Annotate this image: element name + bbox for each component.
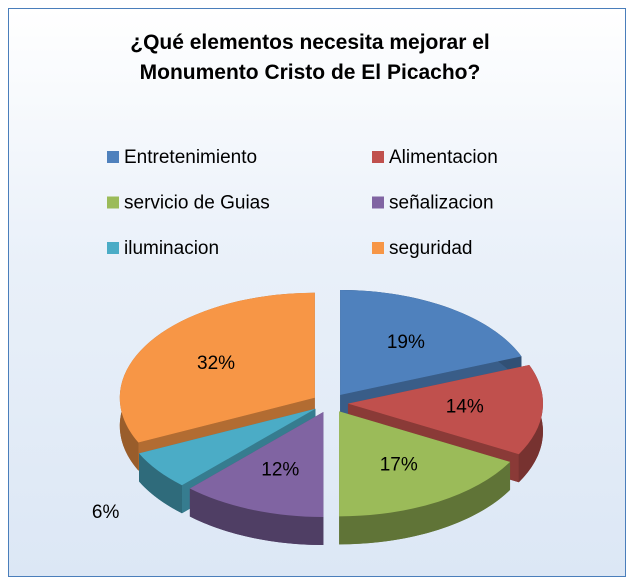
- chart-title: ¿Qué elementos necesita mejorar el Monum…: [130, 31, 490, 84]
- data-label: 14%: [446, 397, 484, 418]
- slice-side: [138, 453, 182, 514]
- data-label: 32%: [197, 353, 235, 374]
- legend-label: seguridad: [389, 238, 472, 259]
- legend-swatch: [107, 242, 119, 254]
- slice-side: [339, 461, 511, 545]
- data-label: 6%: [92, 502, 120, 523]
- slice: [189, 412, 324, 518]
- slice: [119, 292, 315, 443]
- slice: [138, 408, 316, 486]
- legend-swatch: [107, 151, 119, 163]
- slice: [339, 411, 511, 517]
- legend-swatch: [372, 242, 384, 254]
- legend-swatch: [372, 196, 384, 209]
- legend-label: señalizacion: [389, 193, 494, 214]
- legend-label: iluminacion: [124, 238, 219, 259]
- legend-label: Entretenimiento: [124, 147, 257, 168]
- legend-label: Alimentacion: [389, 147, 498, 168]
- data-label: 12%: [261, 460, 299, 481]
- slice: [347, 364, 543, 455]
- legend-swatch: [372, 151, 384, 163]
- data-label: 19%: [387, 332, 425, 353]
- data-label: 17%: [380, 455, 418, 476]
- legend-swatch: [107, 196, 119, 209]
- slice: [340, 289, 522, 395]
- slice-side: [189, 488, 324, 546]
- legend-label: servicio de Guias: [124, 193, 270, 214]
